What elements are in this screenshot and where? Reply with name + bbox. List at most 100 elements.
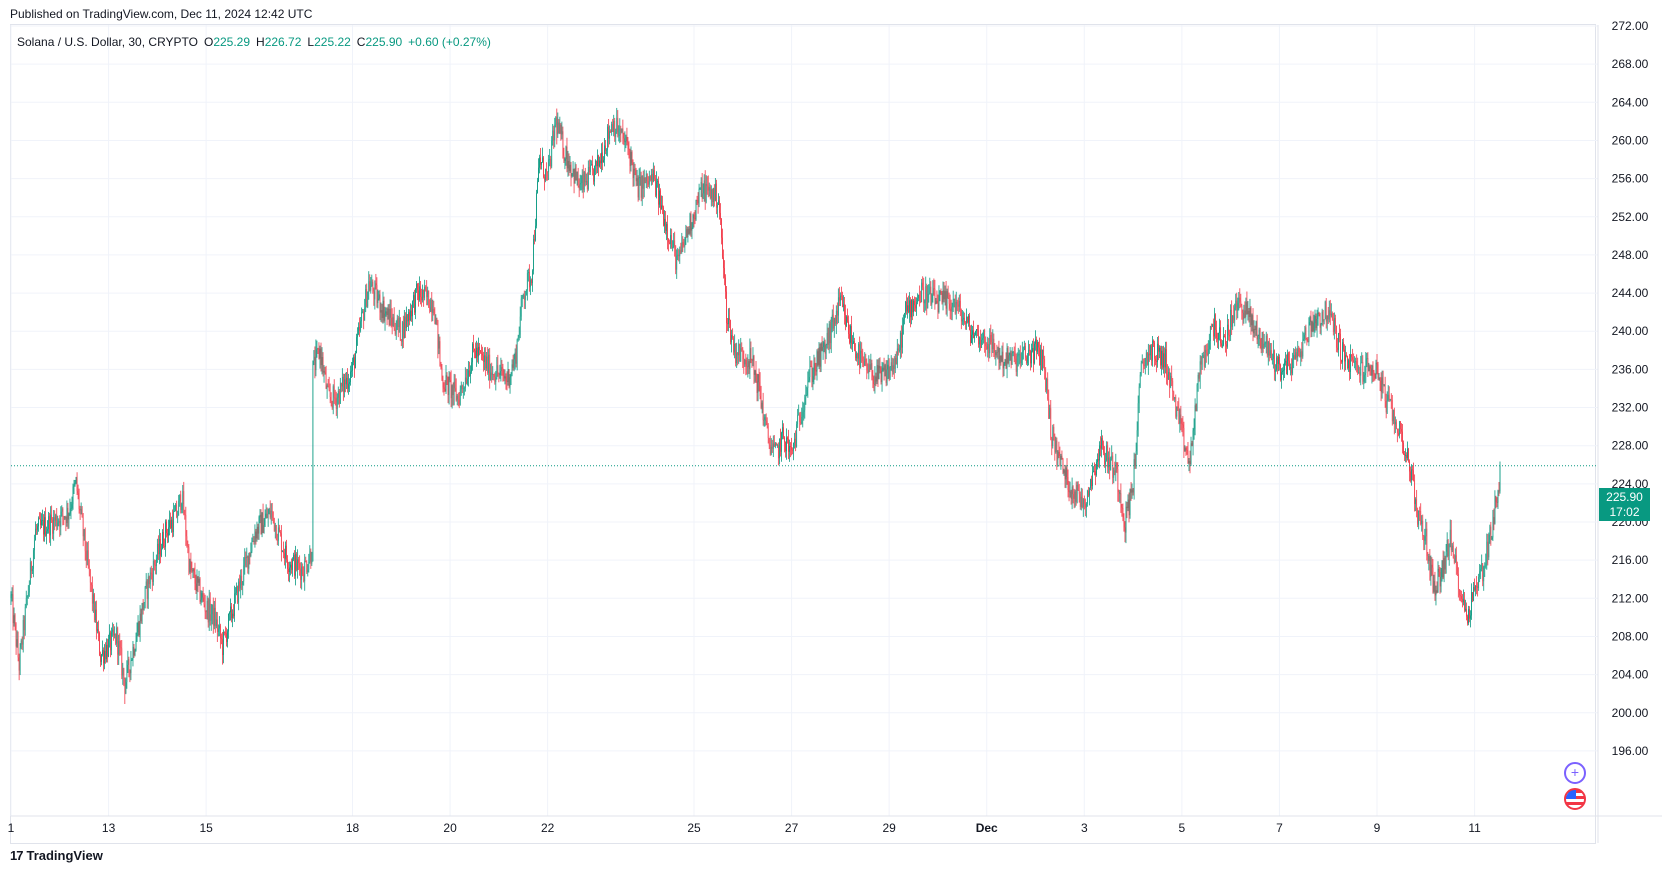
candle <box>179 494 181 507</box>
candle <box>917 293 919 305</box>
candle <box>1010 350 1012 369</box>
candle <box>1263 333 1265 349</box>
candle <box>968 313 969 327</box>
plus-circle-icon[interactable]: + <box>1564 762 1586 784</box>
candle <box>953 298 955 308</box>
candle <box>389 299 391 326</box>
candle <box>19 643 21 676</box>
candle <box>1160 345 1161 369</box>
candle <box>1087 486 1089 498</box>
candle <box>765 413 767 426</box>
candle <box>584 167 586 187</box>
candle <box>422 284 424 303</box>
candle <box>679 246 681 264</box>
x-tick-label: 5 <box>1179 821 1186 835</box>
candle <box>1273 349 1275 381</box>
candle <box>1327 306 1329 324</box>
candle <box>1330 303 1332 318</box>
candle <box>1130 482 1132 501</box>
candle <box>1257 334 1259 349</box>
candle <box>1455 546 1457 575</box>
candle <box>201 590 203 603</box>
candle <box>936 290 938 304</box>
candle <box>1126 501 1128 519</box>
candle <box>1241 303 1243 320</box>
candle <box>38 516 39 532</box>
candle <box>694 210 696 225</box>
candle <box>473 334 474 353</box>
candle <box>445 364 447 395</box>
candle <box>264 509 266 528</box>
candle <box>538 158 539 183</box>
candle <box>448 370 450 405</box>
candle <box>117 626 119 666</box>
candle <box>1248 308 1250 323</box>
candle <box>961 309 963 325</box>
candle <box>1417 507 1419 528</box>
candle <box>1266 333 1268 358</box>
x-tick-label: 18 <box>346 821 360 835</box>
candle <box>559 116 561 135</box>
candle <box>1410 466 1411 483</box>
candle <box>603 156 604 163</box>
candle <box>250 542 252 558</box>
candle <box>146 579 148 609</box>
candle <box>703 174 705 202</box>
candle <box>982 332 984 345</box>
candle <box>1289 351 1291 371</box>
candle <box>644 177 646 184</box>
candle <box>239 574 241 592</box>
footer-brand[interactable]: 17 TradingView <box>10 848 103 863</box>
candle <box>88 559 90 577</box>
candle <box>327 378 329 388</box>
candle <box>184 509 186 520</box>
candle <box>1013 346 1015 363</box>
candle <box>1027 340 1029 366</box>
candle <box>1187 441 1189 464</box>
candle <box>394 322 396 336</box>
candle <box>800 411 802 426</box>
candle <box>1374 373 1376 381</box>
us-flag-icon[interactable] <box>1564 788 1586 810</box>
candle <box>92 588 94 613</box>
symbol-name: Solana / U.S. Dollar, 30, CRYPTO <box>17 35 198 49</box>
candle <box>1002 342 1004 378</box>
candle <box>1461 594 1463 608</box>
candle <box>1358 365 1360 374</box>
candle <box>752 347 754 367</box>
candle <box>272 511 274 524</box>
candle <box>1121 504 1123 517</box>
candle <box>618 125 620 142</box>
candle <box>1001 345 1003 363</box>
candle <box>581 169 583 193</box>
candle <box>954 294 956 315</box>
candle <box>672 240 674 252</box>
candle <box>337 386 339 405</box>
candle <box>1016 352 1018 377</box>
candle <box>1176 406 1178 420</box>
candle <box>1408 447 1409 463</box>
candle <box>430 297 432 312</box>
candle <box>965 308 967 330</box>
last-price-value: 225.90 <box>1606 490 1643 504</box>
candle <box>868 355 870 380</box>
candle <box>550 155 552 170</box>
candle <box>995 350 997 366</box>
candle <box>349 378 350 392</box>
candle <box>160 532 161 564</box>
tradingview-logo-icon: 17 <box>10 848 24 863</box>
candle <box>298 556 300 571</box>
candle <box>1179 408 1181 433</box>
candle <box>857 352 859 366</box>
candle <box>656 171 657 199</box>
candle <box>282 541 284 559</box>
candle <box>1156 354 1157 373</box>
candle <box>737 352 739 366</box>
candle <box>362 308 364 314</box>
candle <box>401 320 403 349</box>
candle <box>475 342 476 359</box>
candle <box>1082 498 1084 517</box>
y-tick-label: 272.00 <box>1612 19 1649 33</box>
candle <box>1340 328 1341 370</box>
